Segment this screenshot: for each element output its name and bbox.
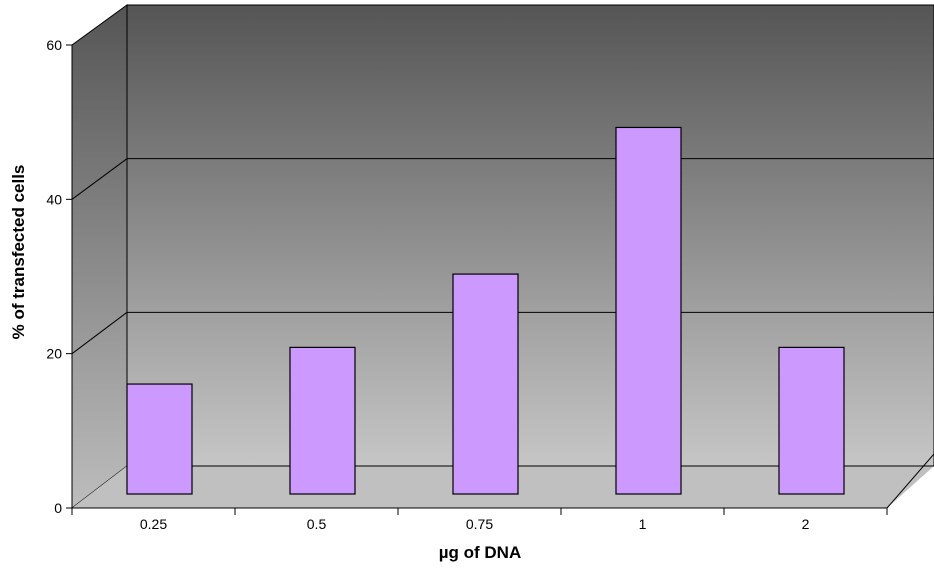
axes [66,44,888,515]
bar [289,346,356,495]
x-tick-label: 0.75 [466,516,493,532]
floor-right-edge [886,453,934,509]
x-tick-label: 0.5 [307,516,327,532]
y-tick-label: 40 [46,191,62,207]
y-tick-labels: 0 20 40 60 [46,37,62,516]
bar [778,346,845,495]
bar [452,273,519,495]
x-tick-labels: 0.25 0.5 0.75 1 2 [140,516,810,532]
y-tick-label: 0 [54,500,62,516]
y-tick-label: 20 [46,346,62,362]
x-tick-label: 2 [802,516,810,532]
plot-walls [71,4,934,510]
y-tick-label: 60 [46,37,62,53]
bars [126,126,845,495]
x-tick-label: 0.25 [140,516,167,532]
x-tick-label: 1 [639,516,647,532]
y-axis-title: % of transfected cells [9,165,28,340]
gridline-side [71,158,128,200]
side-wall [71,4,128,510]
bar [615,126,682,495]
gridline-side [71,311,128,355]
gridlines [71,158,934,355]
x-axis-title: µg of DNA [439,543,522,562]
bar [126,383,193,495]
